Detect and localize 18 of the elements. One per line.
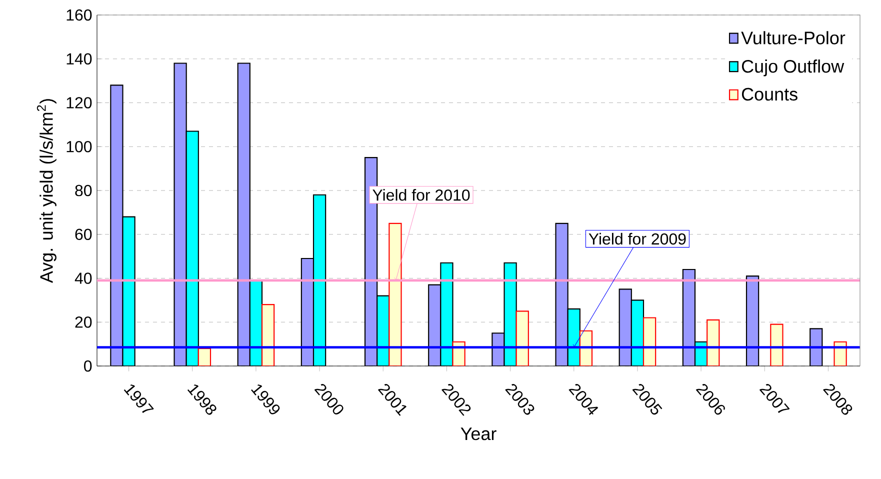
y-tick-label: 100 xyxy=(66,140,92,152)
y-tick-label: 40 xyxy=(74,272,92,284)
y-axis-title: Avg. unit yield (l/s/km$^{2}$) xyxy=(36,99,56,283)
y-tick-label: 160 xyxy=(66,9,92,21)
bar xyxy=(567,308,580,366)
ref-line-label: Yield for 2009 xyxy=(588,232,686,245)
y-tick-label: 0 xyxy=(84,360,92,372)
x-axis-title: Year xyxy=(460,428,496,440)
y-tick-label: 120 xyxy=(66,97,92,108)
legend-label: Counts xyxy=(742,88,798,101)
y-tick-label: 20 xyxy=(75,316,92,328)
legend-label: Vulture-Polor xyxy=(741,31,846,44)
legend-label: Cujo Outflow xyxy=(742,60,844,76)
y-tick-label: 60 xyxy=(75,228,92,240)
y-tick-label: 140 xyxy=(66,53,92,65)
y-tick-label: 80 xyxy=(75,184,92,196)
ref-line-label: Yield for 2010 xyxy=(372,189,470,201)
bar xyxy=(388,222,402,366)
